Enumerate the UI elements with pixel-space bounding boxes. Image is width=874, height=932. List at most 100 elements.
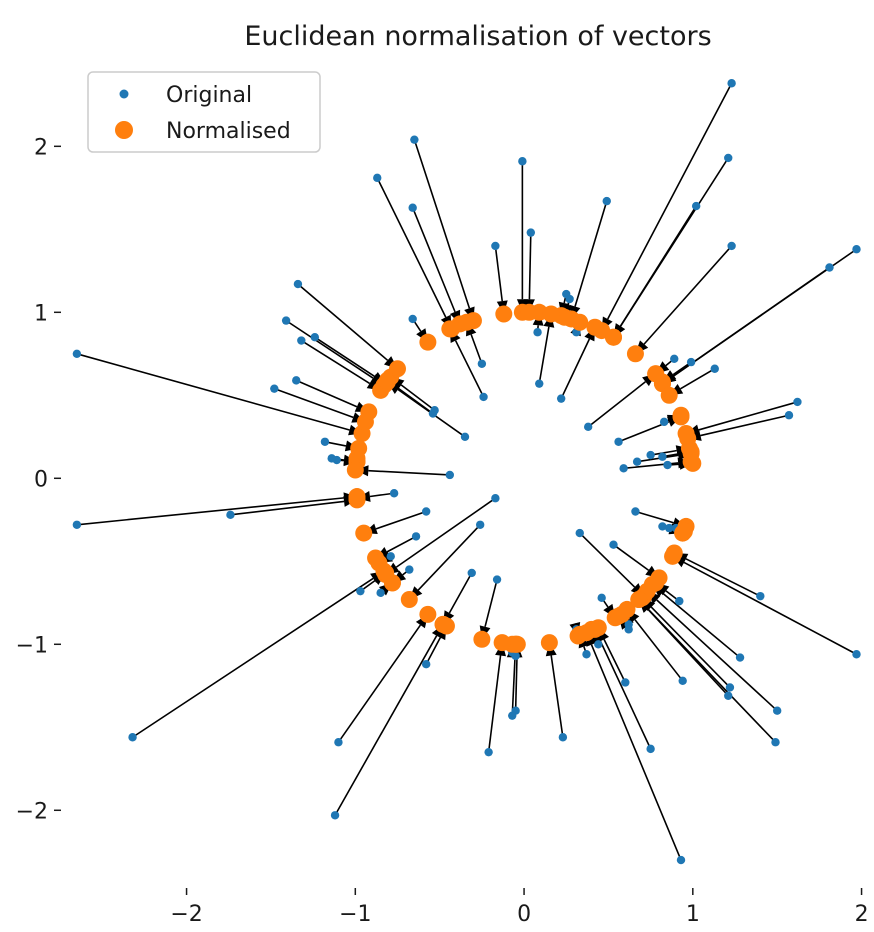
arrow-line <box>76 353 350 431</box>
arrow-line <box>619 205 697 327</box>
normalised-point <box>571 313 589 331</box>
y-tick-label: 2 <box>34 135 48 160</box>
arrow-line <box>132 577 374 738</box>
original-point <box>293 279 303 289</box>
arrow-line <box>590 644 682 861</box>
arrow-line <box>400 384 436 411</box>
normalised-point <box>540 634 558 652</box>
original-point <box>511 651 520 661</box>
original-point <box>535 379 544 388</box>
normalised-point <box>441 320 459 338</box>
original-point <box>582 650 591 659</box>
y-tick-label: −2 <box>16 799 48 824</box>
legend-normalised-label: Normalised <box>166 119 291 144</box>
arrow-line <box>643 245 733 345</box>
arrow-line <box>76 497 345 526</box>
original-point <box>484 747 493 757</box>
original-point <box>825 263 834 272</box>
legend-original-label: Original <box>166 83 252 108</box>
normalised-point <box>356 413 374 431</box>
original-point <box>460 432 470 442</box>
arrow-line <box>538 326 550 384</box>
x-tick-label: −2 <box>170 902 202 927</box>
original-point <box>676 855 686 865</box>
normalised-point <box>493 634 511 652</box>
normalised-point <box>647 365 665 383</box>
arrow-line <box>494 245 504 302</box>
arrow-line <box>230 500 345 516</box>
original-point <box>675 596 684 606</box>
original-point <box>621 678 630 687</box>
original-point <box>128 733 137 742</box>
original-point <box>691 201 701 211</box>
normalised-point <box>675 522 693 540</box>
arrow-line <box>661 592 741 659</box>
original-point <box>565 294 574 304</box>
arrow-line <box>698 401 798 431</box>
normalised-point <box>419 333 437 351</box>
original-point <box>445 470 455 480</box>
arrow-line <box>700 414 790 437</box>
arrow-line <box>574 200 608 307</box>
normalised-point <box>458 313 476 331</box>
original-point <box>632 457 642 466</box>
original-point <box>646 450 655 460</box>
original-point <box>646 744 655 754</box>
arrow-line <box>618 420 670 443</box>
original-point <box>614 437 623 446</box>
original-point <box>597 593 606 603</box>
normalised-point <box>495 305 513 323</box>
original-point <box>479 392 488 402</box>
arrow-line <box>603 638 627 683</box>
arrow-line <box>448 572 473 614</box>
original-point <box>663 460 672 470</box>
normalised-point <box>507 635 525 653</box>
arrow-line <box>683 561 857 655</box>
original-point <box>421 507 431 516</box>
arrow-line <box>413 139 471 309</box>
normalised-point <box>419 605 437 623</box>
original-point <box>405 565 414 574</box>
x-tick-label: 1 <box>686 902 700 927</box>
normalised-point <box>626 345 644 363</box>
arrow-line <box>334 635 438 816</box>
x-tick-label: 2 <box>855 902 869 927</box>
original-point <box>330 811 340 820</box>
original-point <box>356 586 365 596</box>
x-axis: −2 −1 0 1 2 <box>170 888 869 927</box>
original-point <box>658 452 667 461</box>
original-point <box>533 328 542 337</box>
normalised-point <box>578 624 595 642</box>
original-point <box>492 575 502 584</box>
normalised-point <box>434 615 452 633</box>
normalised-point <box>348 488 366 506</box>
original-point <box>727 79 736 88</box>
original-point <box>408 203 417 212</box>
arrow-line <box>637 454 679 463</box>
arrow-line <box>511 657 516 716</box>
normalised-point <box>605 328 622 346</box>
arrow-line <box>425 637 442 665</box>
arrow-line <box>297 283 389 361</box>
normalised-points-layer <box>346 303 702 653</box>
original-point <box>724 691 733 700</box>
normalised-point <box>630 590 648 608</box>
original-points-layer <box>72 79 861 865</box>
original-point <box>477 359 487 368</box>
arrow-line <box>528 232 532 300</box>
original-point <box>556 394 566 403</box>
original-point <box>320 437 330 446</box>
normalised-point <box>375 562 393 580</box>
y-tick-label: −1 <box>16 633 48 658</box>
original-point <box>475 520 485 529</box>
normalised-point <box>556 308 574 326</box>
y-tick-label: 1 <box>34 301 48 326</box>
normalised-point <box>355 524 373 542</box>
arrow-line <box>395 497 496 568</box>
normalised-point <box>346 461 364 479</box>
arrow-line <box>599 640 652 750</box>
original-point <box>526 228 536 237</box>
arrow-line <box>613 544 650 571</box>
arrow-line <box>314 336 376 378</box>
original-point <box>518 157 527 166</box>
